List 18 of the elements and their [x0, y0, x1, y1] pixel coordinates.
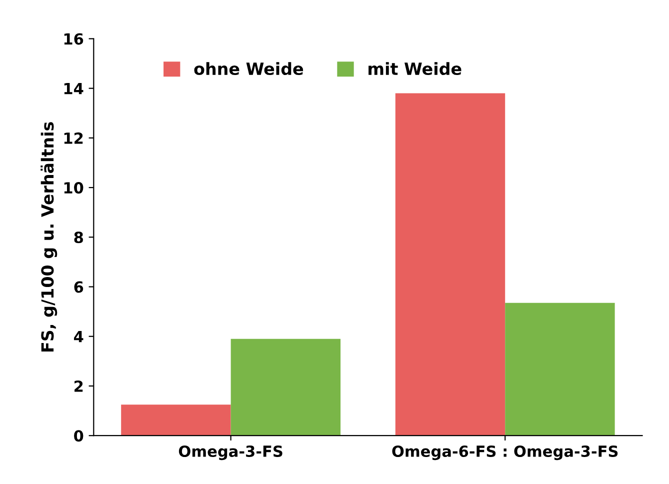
y-tick-label: 2: [74, 380, 83, 392]
y-axis-title: FS, g/100 g u. Verhältnis: [40, 122, 58, 352]
x-tick-label: Omega-6-FS : Omega-3-FS: [392, 445, 618, 460]
bar: [121, 404, 231, 436]
y-tick-label: 10: [64, 182, 84, 194]
y-tick-label: 14: [64, 82, 84, 94]
y-tick-label: 12: [64, 132, 83, 144]
y-tick-label: 8: [74, 232, 83, 244]
y-tick-label: 4: [74, 331, 84, 342]
bar: [505, 302, 615, 436]
bar: [395, 93, 506, 436]
y-tick-label: 6: [74, 281, 84, 293]
y-tick-label: 16: [64, 33, 84, 45]
legend-label: mit Weide: [368, 62, 462, 76]
legend-label: ohne Weide: [194, 62, 304, 76]
bar: [230, 338, 341, 436]
y-tick-label: 0: [74, 430, 84, 442]
x-tick-label: Omega-3-FS: [178, 445, 282, 460]
